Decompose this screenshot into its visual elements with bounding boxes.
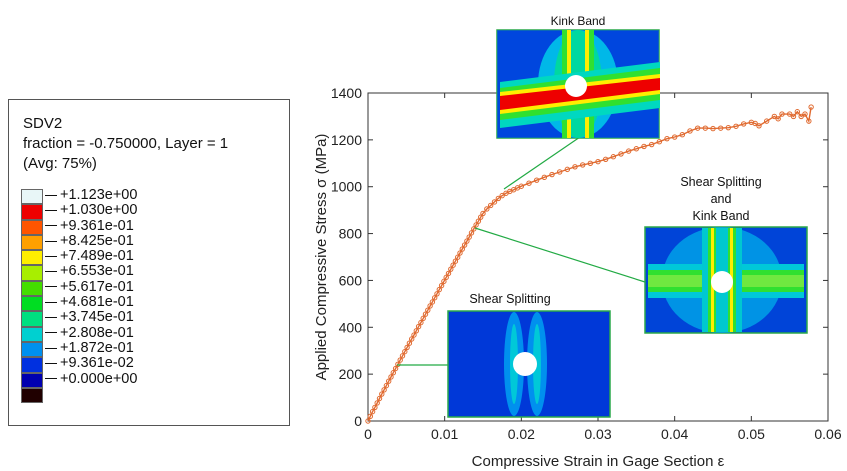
x-axis-label: Compressive Strain in Gage Section ε bbox=[472, 453, 725, 470]
legend-swatch bbox=[21, 373, 43, 388]
y-tick-labels: 0 200 400 600 800 1000 1200 1400 bbox=[331, 85, 362, 429]
legend-value: +2.808e-01 bbox=[45, 326, 137, 341]
x-tick-labels: 0 0.01 0.02 0.03 0.04 0.05 0.06 bbox=[364, 426, 842, 442]
legend-value: +1.872e-01 bbox=[45, 341, 137, 356]
legend-swatch bbox=[21, 388, 43, 403]
legend-color-bar bbox=[21, 189, 43, 403]
legend-swatch bbox=[21, 220, 43, 235]
legend-swatch bbox=[21, 235, 43, 250]
legend-value: +1.123e+00 bbox=[45, 188, 137, 203]
legend-value: +5.617e-01 bbox=[45, 280, 137, 295]
x-tick-label: 0 bbox=[364, 426, 372, 442]
y-tick-label: 0 bbox=[354, 413, 362, 429]
inset-shear-kink-image bbox=[645, 227, 807, 333]
inset-kink-band-title: Kink Band bbox=[551, 14, 606, 28]
legend-value: +6.553e-01 bbox=[45, 264, 137, 279]
legend-value: +0.000e+00 bbox=[45, 372, 137, 387]
legend-swatch bbox=[21, 327, 43, 342]
x-tick-label: 0.03 bbox=[584, 426, 611, 442]
legend-swatch bbox=[21, 357, 43, 372]
inset-shear-splitting-title: Shear Splitting bbox=[469, 292, 550, 306]
legend-swatch bbox=[21, 265, 43, 280]
y-tick-label: 1200 bbox=[331, 132, 362, 148]
legend-swatch bbox=[21, 250, 43, 265]
inset-kink-band-image bbox=[497, 30, 660, 138]
contour-legend: SDV2 fraction = -0.750000, Layer = 1 (Av… bbox=[8, 99, 290, 426]
x-tick-label: 0.06 bbox=[814, 426, 841, 442]
legend-swatch bbox=[21, 342, 43, 357]
x-tick-label: 0.04 bbox=[661, 426, 688, 442]
inset-shear-kink-title-line1: Shear Splitting bbox=[680, 175, 761, 189]
y-tick-label: 800 bbox=[339, 226, 363, 242]
inset-shear-splitting-image bbox=[448, 311, 610, 417]
y-tick-label: 1000 bbox=[331, 179, 362, 195]
legend-swatch bbox=[21, 281, 43, 296]
legend-value: +9.361e-01 bbox=[45, 219, 137, 234]
legend-swatch bbox=[21, 189, 43, 204]
legend-value: +9.361e-02 bbox=[45, 356, 137, 371]
inset-shear-kink-title-line3: Kink Band bbox=[693, 209, 750, 223]
x-tick-label: 0.05 bbox=[738, 426, 765, 442]
leader-line-kink-band bbox=[504, 137, 580, 189]
leader-line-shear-kink bbox=[475, 228, 645, 282]
legend-avg: (Avg: 75%) bbox=[23, 154, 228, 174]
legend-swatch bbox=[21, 296, 43, 311]
legend-value: +3.745e-01 bbox=[45, 310, 137, 325]
inset-shear-kink-title-line2: and bbox=[711, 192, 732, 206]
y-tick-label: 600 bbox=[339, 272, 363, 288]
legend-swatch bbox=[21, 311, 43, 326]
y-tick-label: 1400 bbox=[331, 85, 362, 101]
legend-fraction: fraction = -0.750000, Layer = 1 bbox=[23, 134, 228, 154]
y-tick-label: 400 bbox=[339, 319, 363, 335]
legend-title: SDV2 bbox=[23, 114, 228, 134]
legend-value: +1.030e+00 bbox=[45, 203, 137, 218]
y-tick-label: 200 bbox=[339, 366, 363, 382]
legend-value: +4.681e-01 bbox=[45, 295, 137, 310]
legend-value-labels: +1.123e+00 +1.030e+00 +9.361e-01 +8.425e-01… bbox=[45, 188, 137, 387]
x-tick-label: 0.02 bbox=[508, 426, 535, 442]
legend-header: SDV2 fraction = -0.750000, Layer = 1 (Av… bbox=[23, 114, 228, 174]
legend-value: +7.489e-01 bbox=[45, 249, 137, 264]
legend-value: +8.425e-01 bbox=[45, 234, 137, 249]
legend-swatch bbox=[21, 204, 43, 219]
x-tick-label: 0.01 bbox=[431, 426, 458, 442]
y-axis-label: Applied Compressive Stress σ (MPa) bbox=[313, 134, 330, 381]
